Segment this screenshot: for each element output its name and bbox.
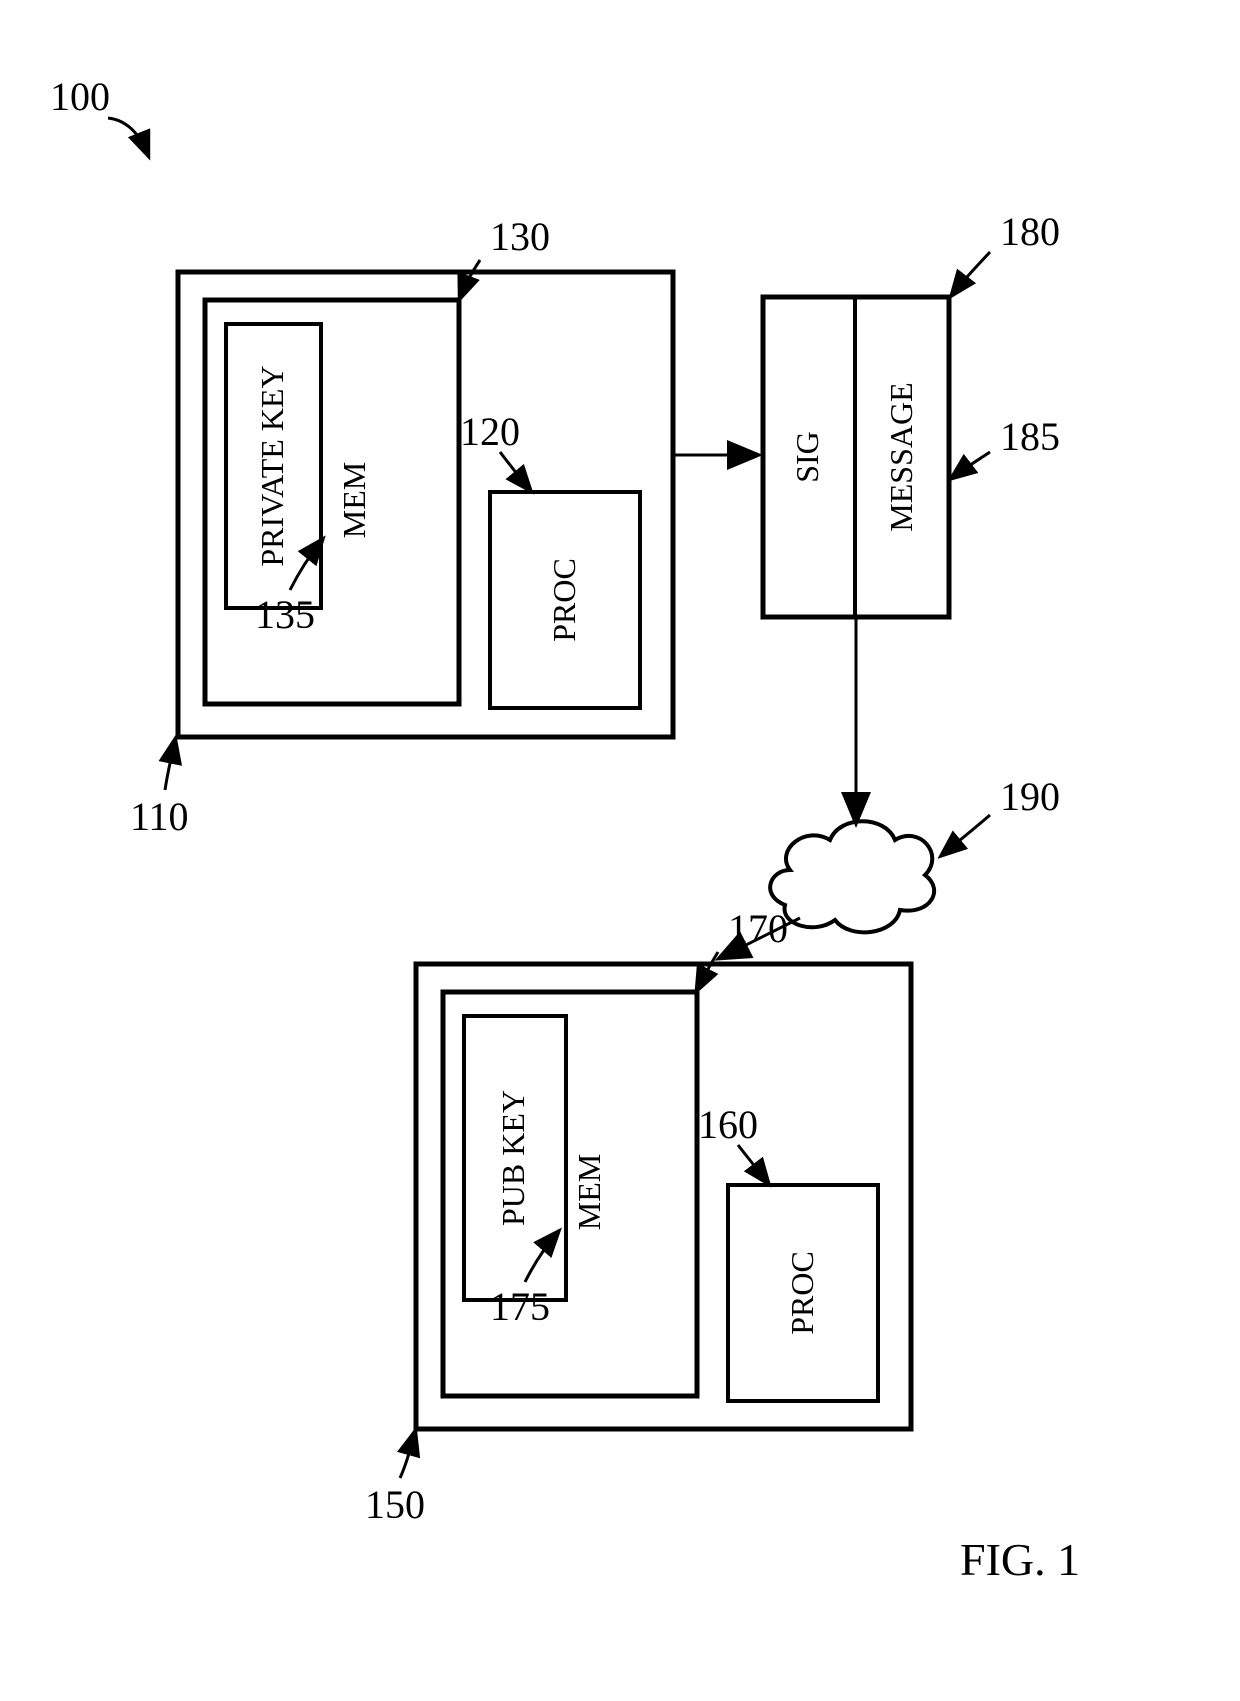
receiver-mem-label: MEM (571, 1154, 607, 1230)
leader-150 (400, 1432, 415, 1478)
ref-160: 160 (698, 1102, 758, 1147)
diagram-canvas: PRIVATE KEY MEM PROC SIG MESSAGE PUB KEY… (0, 0, 1240, 1701)
sender-mem-box (205, 300, 459, 704)
leader-170 (697, 952, 718, 990)
leader-135 (290, 540, 322, 590)
receiver-box (416, 964, 911, 1429)
ref-180: 180 (1000, 209, 1060, 254)
message-label: MESSAGE (883, 382, 919, 531)
ref-175: 175 (490, 1284, 550, 1329)
receiver-mem-box (443, 992, 697, 1396)
ref-150: 150 (365, 1482, 425, 1527)
leader-130 (460, 260, 480, 298)
pub-key-label: PUB KEY (495, 1090, 531, 1226)
sig-label: SIG (789, 431, 825, 483)
leader-185 (952, 452, 990, 478)
cloud-icon (770, 821, 934, 932)
sender-proc-label: PROC (546, 558, 582, 642)
figure-label: FIG. 1 (960, 1534, 1080, 1585)
ref-110: 110 (130, 794, 189, 839)
ref-135: 135 (255, 592, 315, 637)
ref-130: 130 (490, 214, 550, 259)
ref-170: 170 (728, 906, 788, 951)
leader-100 (108, 118, 148, 155)
leader-160 (738, 1145, 768, 1183)
leader-120 (500, 452, 530, 490)
leader-190 (942, 815, 990, 855)
private-key-label: PRIVATE KEY (254, 365, 290, 566)
sender-box (178, 272, 673, 737)
receiver-proc-label: PROC (784, 1251, 820, 1335)
ref-190: 190 (1000, 774, 1060, 819)
sender-mem-label: MEM (336, 462, 372, 538)
leader-110 (165, 740, 175, 790)
ref-100: 100 (50, 74, 110, 119)
leader-175 (525, 1232, 558, 1282)
leader-180 (952, 252, 990, 295)
ref-120: 120 (460, 409, 520, 454)
ref-185: 185 (1000, 414, 1060, 459)
